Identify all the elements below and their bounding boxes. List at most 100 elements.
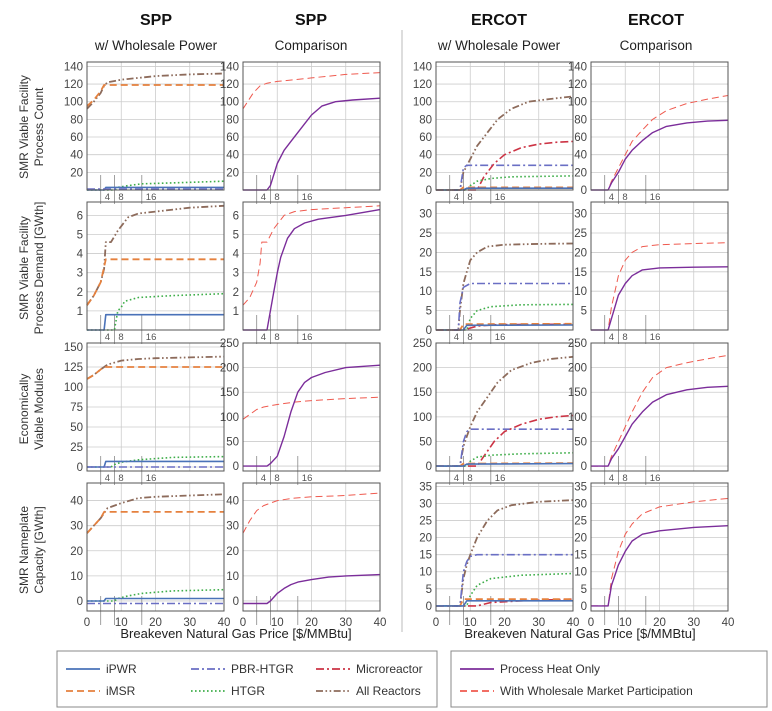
- price-marker-label: 4: [105, 473, 110, 484]
- series-line: [242, 396, 381, 420]
- y-tick-label: 15: [574, 267, 587, 279]
- y-tick-label: 150: [413, 387, 432, 399]
- y-tick-label: 250: [220, 338, 239, 350]
- row-label: SMR Nameplate Capacity [GWth]: [17, 506, 46, 594]
- y-tick-label: 40: [574, 150, 587, 162]
- series-line: [86, 510, 224, 534]
- legend-label: All Reactors: [356, 684, 421, 698]
- x-tick-label: 0: [84, 617, 90, 629]
- price-marker-label: 16: [146, 332, 157, 343]
- y-tick-label: 0: [426, 325, 432, 337]
- y-tick-label: 140: [568, 61, 587, 73]
- series-line: [87, 597, 224, 602]
- y-tick-label: 200: [568, 363, 587, 375]
- price-marker-label: 8: [467, 192, 472, 203]
- price-marker-label: 4: [105, 192, 110, 203]
- series-line: [243, 364, 381, 467]
- plot-frame: [242, 482, 381, 612]
- y-tick-label: 30: [226, 521, 239, 533]
- price-marker-label: 4: [261, 473, 266, 484]
- y-tick-label: 20: [574, 247, 587, 259]
- y-tick-label: 10: [574, 286, 587, 298]
- chart-panel: 0 50 100 150 200 250 4 8 16: [220, 338, 381, 485]
- y-tick-label: 20: [574, 533, 587, 545]
- plot-frame: [590, 61, 729, 191]
- x-axis-label: Breakeven Natural Gas Price [$/MMBtu]: [120, 626, 351, 641]
- y-tick-label: 100: [64, 382, 83, 394]
- series-line: [436, 572, 574, 607]
- y-tick-label: 4: [233, 249, 240, 261]
- plot-frame: [435, 61, 574, 191]
- series-line: [86, 84, 224, 107]
- y-tick-label: 0: [581, 461, 587, 473]
- y-tick-label: 120: [413, 79, 432, 91]
- y-tick-label: 4: [77, 249, 84, 261]
- y-tick-label: 30: [574, 209, 587, 221]
- x-tick-label: 30: [183, 617, 196, 629]
- series-line: [86, 258, 224, 306]
- row-label-line: Economically: [17, 374, 31, 445]
- y-tick-label: 150: [568, 387, 587, 399]
- y-tick-label: 30: [574, 498, 587, 510]
- series-line: [242, 72, 381, 110]
- series-line: [243, 573, 381, 605]
- series-line: [591, 266, 729, 331]
- series-line: [436, 303, 574, 331]
- y-tick-label: 15: [419, 550, 432, 562]
- column-subtitle: Comparison: [620, 38, 693, 53]
- series-line: [86, 366, 224, 380]
- y-tick-label: 140: [64, 61, 83, 73]
- y-tick-label: 100: [220, 412, 239, 424]
- price-marker-label: 4: [261, 332, 266, 343]
- y-tick-label: 20: [226, 167, 239, 179]
- y-tick-label: 10: [574, 567, 587, 579]
- y-tick-label: 25: [419, 516, 432, 528]
- price-marker-label: 4: [609, 192, 614, 203]
- price-marker-label: 8: [467, 332, 472, 343]
- plot-frame: [242, 342, 381, 472]
- row-label: SMR Viable Facility Process Count: [17, 75, 46, 179]
- y-tick-label: 140: [413, 61, 432, 73]
- plot-frame: [590, 342, 729, 472]
- x-tick-label: 40: [567, 617, 580, 629]
- y-tick-label: 20: [226, 546, 239, 558]
- row-label: SMR Viable Facility Process Demand [GWth…: [17, 202, 46, 335]
- chart-panel: 5 10 15 20 25 30 4 8 16: [574, 201, 729, 344]
- y-tick-label: 5: [426, 306, 432, 318]
- y-tick-label: 25: [70, 442, 83, 454]
- series-line: [86, 355, 225, 380]
- y-tick-label: 1: [233, 306, 239, 318]
- series-line: [436, 499, 574, 607]
- price-marker-label: 8: [467, 473, 472, 484]
- y-tick-label: 25: [574, 516, 587, 528]
- y-tick-label: 6: [77, 210, 83, 222]
- y-tick-label: 10: [419, 286, 432, 298]
- y-tick-label: 120: [568, 79, 587, 91]
- y-tick-label: 5: [426, 584, 432, 596]
- chart-panel: 0 50 100 150 200 250 4 8 16: [413, 338, 574, 485]
- plot-frame: [590, 201, 729, 331]
- y-tick-label: 200: [220, 363, 239, 375]
- y-tick-label: 150: [64, 342, 83, 354]
- series-line: [591, 385, 729, 467]
- y-tick-label: 0: [233, 461, 239, 473]
- price-marker-label: 16: [650, 332, 661, 343]
- series-line: [436, 462, 574, 467]
- x-tick-label: 10: [619, 617, 632, 629]
- price-marker-label: 16: [650, 473, 661, 484]
- chart-panel: 0 5 10 15 20 25 30 35 0 10 20 30 40: [574, 481, 734, 629]
- column-title: SPP: [140, 12, 172, 29]
- y-tick-label: 3: [77, 268, 83, 280]
- y-tick-label: 0: [426, 185, 432, 197]
- y-tick-label: 30: [419, 498, 432, 510]
- series-line: [436, 242, 574, 331]
- column-title: ERCOT: [471, 12, 527, 29]
- y-tick-label: 150: [220, 387, 239, 399]
- price-marker-label: 4: [261, 192, 266, 203]
- y-tick-label: 20: [70, 546, 83, 558]
- y-tick-label: 75: [70, 402, 83, 414]
- series-line: [436, 175, 574, 191]
- series-line: [591, 242, 729, 331]
- y-tick-label: 140: [220, 61, 239, 73]
